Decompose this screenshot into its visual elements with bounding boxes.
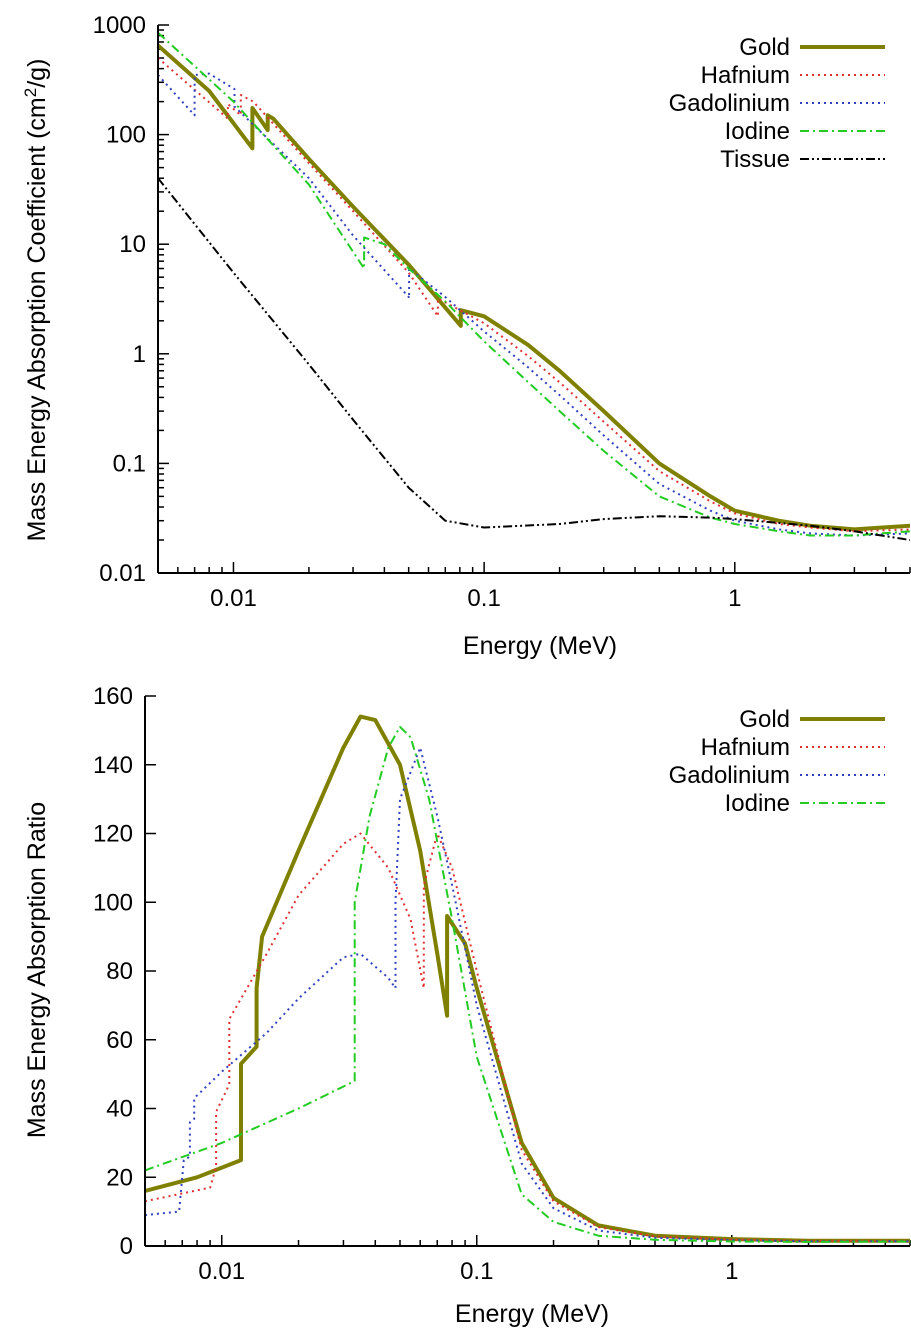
x-tick-label: 0.01 bbox=[210, 585, 257, 612]
series-line-hafnium bbox=[145, 832, 910, 1242]
series-line-iodine bbox=[145, 725, 910, 1243]
legend-label: Iodine bbox=[725, 790, 790, 817]
x-tick-label: 1 bbox=[728, 585, 741, 612]
chart-coefficient-y-ticks: 0.01 0.1 1 10 100 1000 bbox=[93, 12, 169, 587]
series-line-hafnium bbox=[158, 57, 910, 533]
legend-label: Hafnium bbox=[701, 734, 790, 761]
chart-coefficient-series bbox=[158, 31, 910, 541]
y-tick-label: 10 bbox=[119, 231, 146, 258]
series-line-tissue bbox=[158, 177, 910, 541]
y-tick-label: 80 bbox=[106, 958, 133, 985]
legend-label: Hafnium bbox=[701, 62, 790, 89]
chart-ratio-y-ticks: 0 20 40 60 80 100 120 140 160 bbox=[93, 683, 156, 1260]
y-tick-label: 140 bbox=[93, 752, 133, 779]
x-tick-label: 0.1 bbox=[460, 1258, 493, 1285]
chart-coefficient-x-ticks: 0.01 0.1 1 bbox=[157, 562, 911, 612]
x-tick-label: 1 bbox=[725, 1258, 738, 1285]
chart-coefficient-x-axis-title: Energy (MeV) bbox=[463, 632, 617, 660]
y-tick-label: 20 bbox=[106, 1164, 133, 1191]
series-line-gadolinium bbox=[145, 746, 910, 1243]
series-line-gold bbox=[145, 714, 910, 1243]
series-line-gadolinium bbox=[158, 72, 910, 537]
chart-ratio-series bbox=[145, 714, 910, 1243]
legend-label: Gold bbox=[739, 706, 790, 733]
y-tick-label: 1000 bbox=[93, 12, 146, 39]
y-tick-label: 60 bbox=[106, 1027, 133, 1054]
y-tick-label: 160 bbox=[93, 683, 133, 710]
chart-ratio: 0.01 0.1 1 0 20 40 60 80 100 120 140 160 Energy (M… bbox=[23, 683, 911, 1328]
y-tick-label: 100 bbox=[106, 122, 146, 149]
legend-label: Gadolinium bbox=[669, 762, 790, 789]
legend-label: Gadolinium bbox=[669, 90, 790, 117]
legend-label: Tissue bbox=[720, 146, 790, 173]
y-tick-label: 0 bbox=[120, 1233, 133, 1260]
chart-coefficient-y-axis-title: Mass Energy Absorption Coefficient (cm2/… bbox=[21, 59, 51, 542]
x-tick-label: 0.1 bbox=[467, 585, 500, 612]
y-tick-label: 40 bbox=[106, 1096, 133, 1123]
y-tick-label: 120 bbox=[93, 821, 133, 848]
x-tick-label: 0.01 bbox=[198, 1258, 245, 1285]
y-tick-label: 1 bbox=[133, 341, 146, 368]
legend-label: Iodine bbox=[725, 118, 790, 145]
y-tick-label: 0.01 bbox=[99, 560, 146, 587]
y-tick-label: 0.1 bbox=[113, 450, 146, 477]
series-line-gold bbox=[158, 44, 910, 532]
chart-ratio-y-axis-title: Mass Energy Absorption Ratio bbox=[23, 802, 51, 1138]
chart-ratio-x-axis-title: Energy (MeV) bbox=[455, 1300, 609, 1328]
series-line-iodine bbox=[158, 31, 910, 537]
legend-label: Gold bbox=[739, 34, 790, 61]
y-tick-label: 100 bbox=[93, 889, 133, 916]
